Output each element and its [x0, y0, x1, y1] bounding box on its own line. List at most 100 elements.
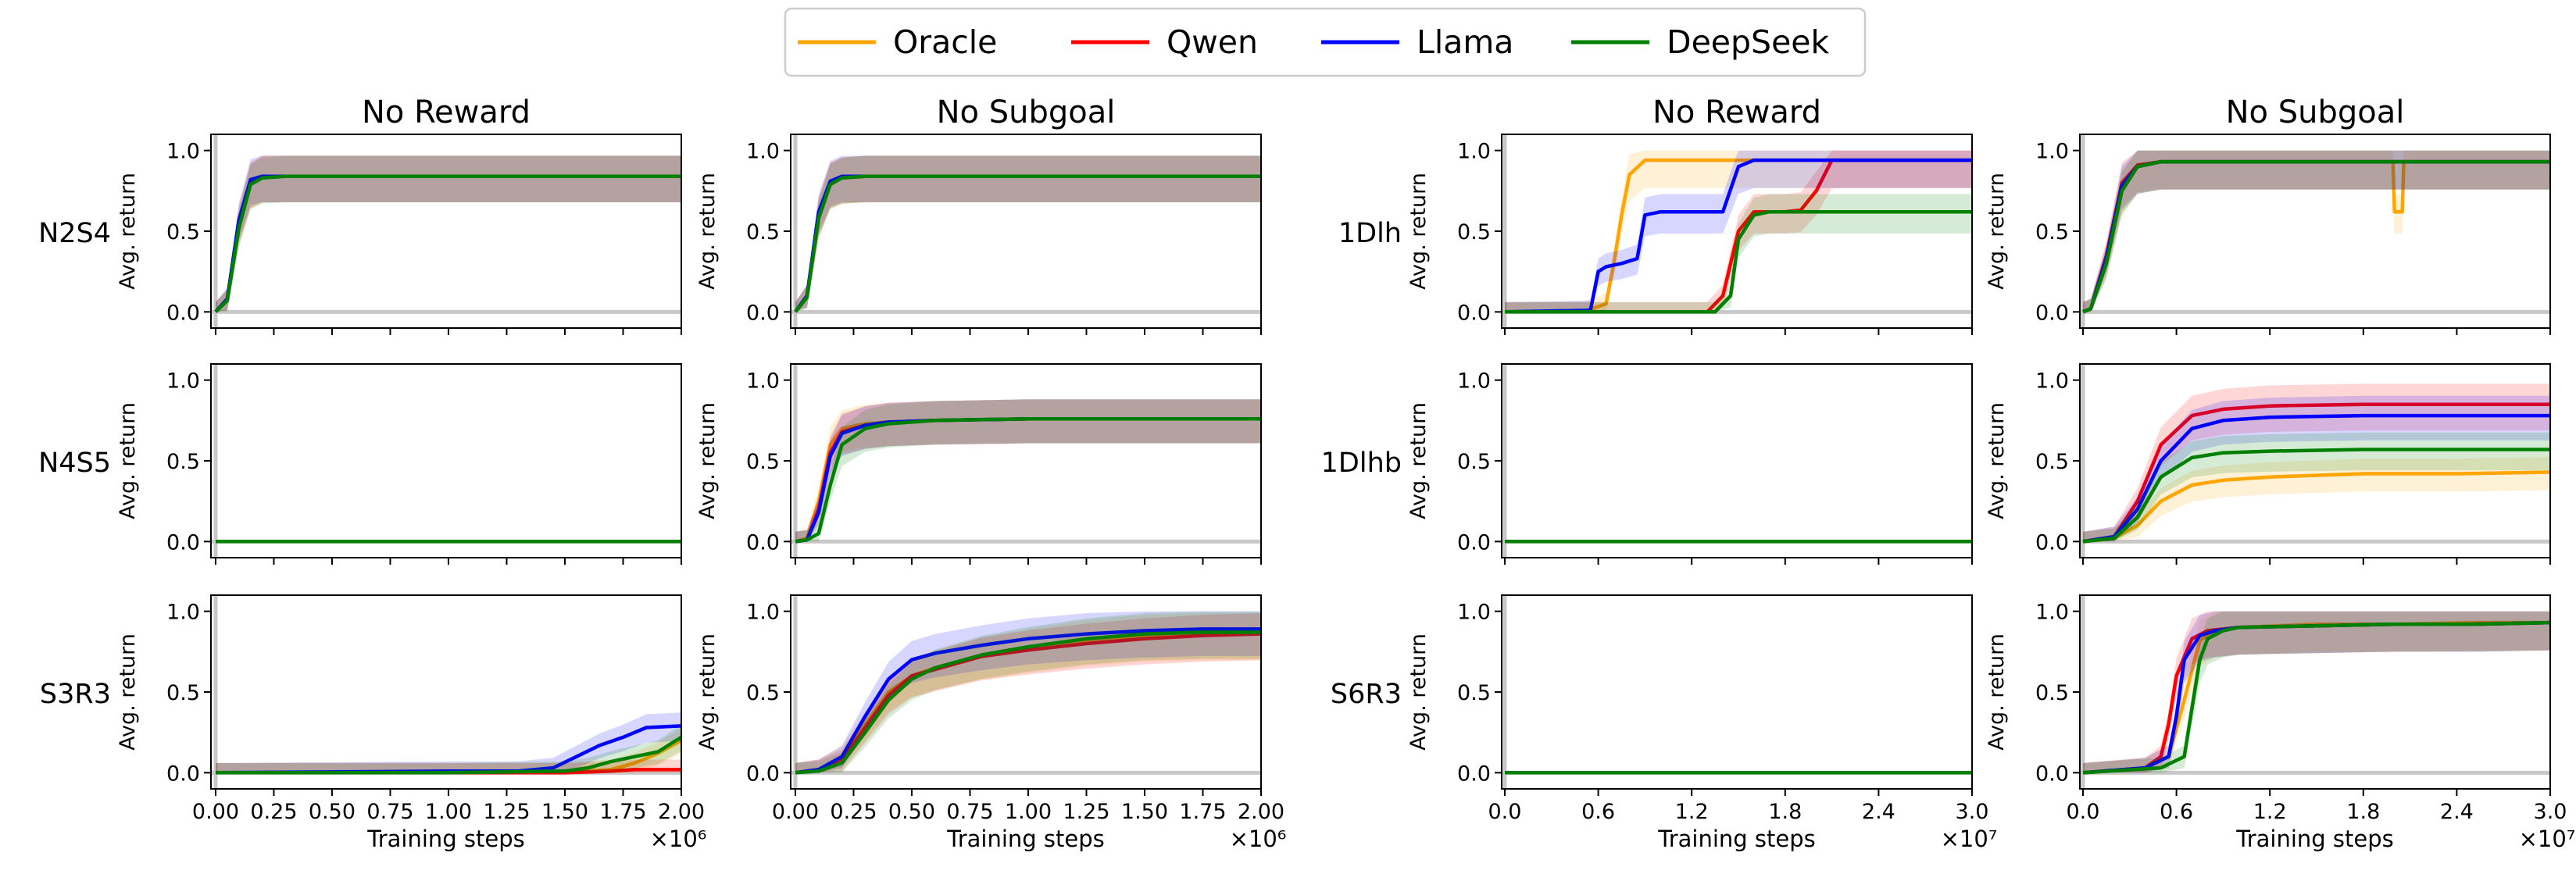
x-tick-label: 0.25 — [250, 800, 297, 824]
band-deepseek — [216, 724, 681, 773]
y-axis-label: Avg. return — [1985, 173, 2009, 290]
series-group — [215, 712, 681, 775]
column-title-0: No Reward — [362, 95, 531, 130]
legend-entry-qwen[interactable]: Qwen — [1071, 23, 1258, 61]
y-tick-label: 0.5 — [746, 681, 780, 705]
band-qwen — [795, 155, 1261, 312]
band-qwen — [2083, 611, 2550, 773]
panel-r1-c3: 0.0 0.5 1.0 Avg. return — [1985, 363, 2551, 565]
band-oracle — [795, 399, 1261, 542]
row-label: N4S5 — [38, 448, 111, 479]
y-tick-label: 0.5 — [2035, 220, 2069, 244]
y-axis-label: Avg. return — [116, 173, 140, 290]
legend-entry-oracle[interactable]: Oracle — [798, 23, 997, 61]
y-tick-label: 0.5 — [1457, 681, 1491, 705]
y-tick-label: 1.0 — [2035, 140, 2069, 164]
line-llama — [2082, 413, 2550, 544]
y-tick-label: 1.0 — [746, 601, 780, 625]
line-deepseek — [2082, 159, 2550, 314]
legend-label-llama: Llama — [1417, 23, 1513, 61]
y-tick-label: 0.0 — [166, 301, 200, 325]
legend-entry-deepseek[interactable]: DeepSeek — [1571, 23, 1830, 61]
y-tick-label: 0.0 — [746, 530, 780, 555]
band-deepseek — [795, 155, 1261, 312]
series-group — [794, 155, 1261, 313]
legend-label-deepseek: DeepSeek — [1667, 23, 1830, 61]
row-label: 1Dlh — [1338, 218, 1402, 249]
band-oracle — [216, 155, 681, 312]
y-tick-label: 1.0 — [1457, 601, 1491, 625]
column-title-1: No Subgoal — [937, 95, 1116, 130]
y-tick-label: 0.5 — [166, 681, 200, 705]
x-multiplier: ×10⁶ — [650, 826, 707, 852]
band-qwen — [795, 613, 1261, 773]
x-tick-label: 0.75 — [946, 800, 993, 824]
legend-entry-llama[interactable]: Llama — [1321, 23, 1513, 61]
line-deepseek — [795, 630, 1261, 775]
line-qwen — [2082, 402, 2550, 544]
axes-frame — [210, 363, 682, 558]
axes-frame — [1501, 363, 1973, 558]
axes-frame — [790, 363, 1262, 558]
y-tick-label: 0.0 — [746, 762, 780, 786]
y-tick-label: 0.0 — [1457, 530, 1491, 555]
band-qwen — [2083, 383, 2550, 542]
x-tick-label: 1.50 — [541, 800, 588, 824]
series-group — [795, 399, 1261, 544]
band-deepseek — [2083, 611, 2550, 773]
x-tick-label: 1.25 — [483, 800, 530, 824]
x-multiplier: ×10⁶ — [1230, 826, 1287, 852]
panel-grid: No Reward No Subgoal No Reward No Subgoal 0.… — [38, 95, 2575, 852]
y-axis-label: Avg. return — [116, 633, 140, 751]
band-llama — [795, 399, 1261, 542]
band-deepseek — [795, 611, 1261, 773]
legend-label-oracle: Oracle — [893, 23, 997, 61]
y-tick-label: 1.0 — [746, 140, 780, 164]
y-tick-label: 1.0 — [2035, 369, 2069, 394]
x-axis-label: Training steps — [946, 826, 1105, 852]
band-llama — [216, 712, 681, 773]
series-group — [214, 155, 681, 313]
panel-r0-c3: 0.0 0.5 1.0 Avg. return — [1985, 134, 2551, 335]
y-tick-label: 0.5 — [2035, 450, 2069, 474]
x-tick-label: 0.0 — [2067, 800, 2100, 824]
y-tick-label: 1.0 — [746, 369, 780, 394]
row-label: 1Dlhb — [1321, 448, 1402, 479]
x-tick-label: 1.2 — [2253, 800, 2287, 824]
x-tick-label: 1.50 — [1121, 800, 1168, 824]
x-multiplier: ×10⁷ — [1941, 826, 1998, 852]
y-tick-label: 1.0 — [166, 601, 200, 625]
series-group — [1504, 150, 1972, 314]
x-tick-label: 3.0 — [1956, 800, 1989, 824]
x-tick-label: 1.00 — [425, 800, 472, 824]
y-tick-label: 1.0 — [1457, 369, 1491, 394]
x-tick-label: 0.50 — [888, 800, 935, 824]
axes-frame — [1501, 594, 1973, 790]
y-tick-label: 0.5 — [746, 450, 780, 474]
x-tick-label: 1.75 — [599, 800, 646, 824]
y-tick-label: 0.0 — [2035, 762, 2069, 786]
band-deepseek — [2083, 150, 2550, 312]
series-group — [2082, 150, 2550, 314]
x-axis-label: Training steps — [1657, 826, 1816, 852]
line-deepseek — [795, 417, 1261, 544]
x-tick-label: 1.8 — [2346, 800, 2380, 824]
panel-r2-c2: 0.0 0.5 1.0 0.0 0.6 1.2 1.8 2.4 3.0 Avg. returnS6… — [1331, 594, 1998, 852]
x-multiplier: ×10⁷ — [2519, 826, 2576, 852]
y-tick-label: 1.0 — [166, 369, 200, 394]
y-tick-label: 0.5 — [166, 220, 200, 244]
y-axis-label: Avg. return — [1406, 402, 1431, 519]
x-tick-label: 0.50 — [309, 800, 355, 824]
legend: Oracle Qwen Llama DeepSeek — [784, 7, 1867, 77]
line-llama — [795, 627, 1261, 775]
y-tick-label: 1.0 — [2035, 601, 2069, 625]
line-deepseek — [1505, 209, 1972, 314]
band-qwen — [216, 155, 681, 312]
y-tick-label: 0.0 — [2035, 301, 2069, 325]
panel-r2-c1: 0.0 0.5 1.0 0.00 0.25 0.50 0.75 1.00 1.25 1.50 1.7… — [695, 594, 1287, 852]
y-axis-label: Avg. return — [695, 173, 720, 290]
legend-label-qwen: Qwen — [1167, 23, 1258, 61]
